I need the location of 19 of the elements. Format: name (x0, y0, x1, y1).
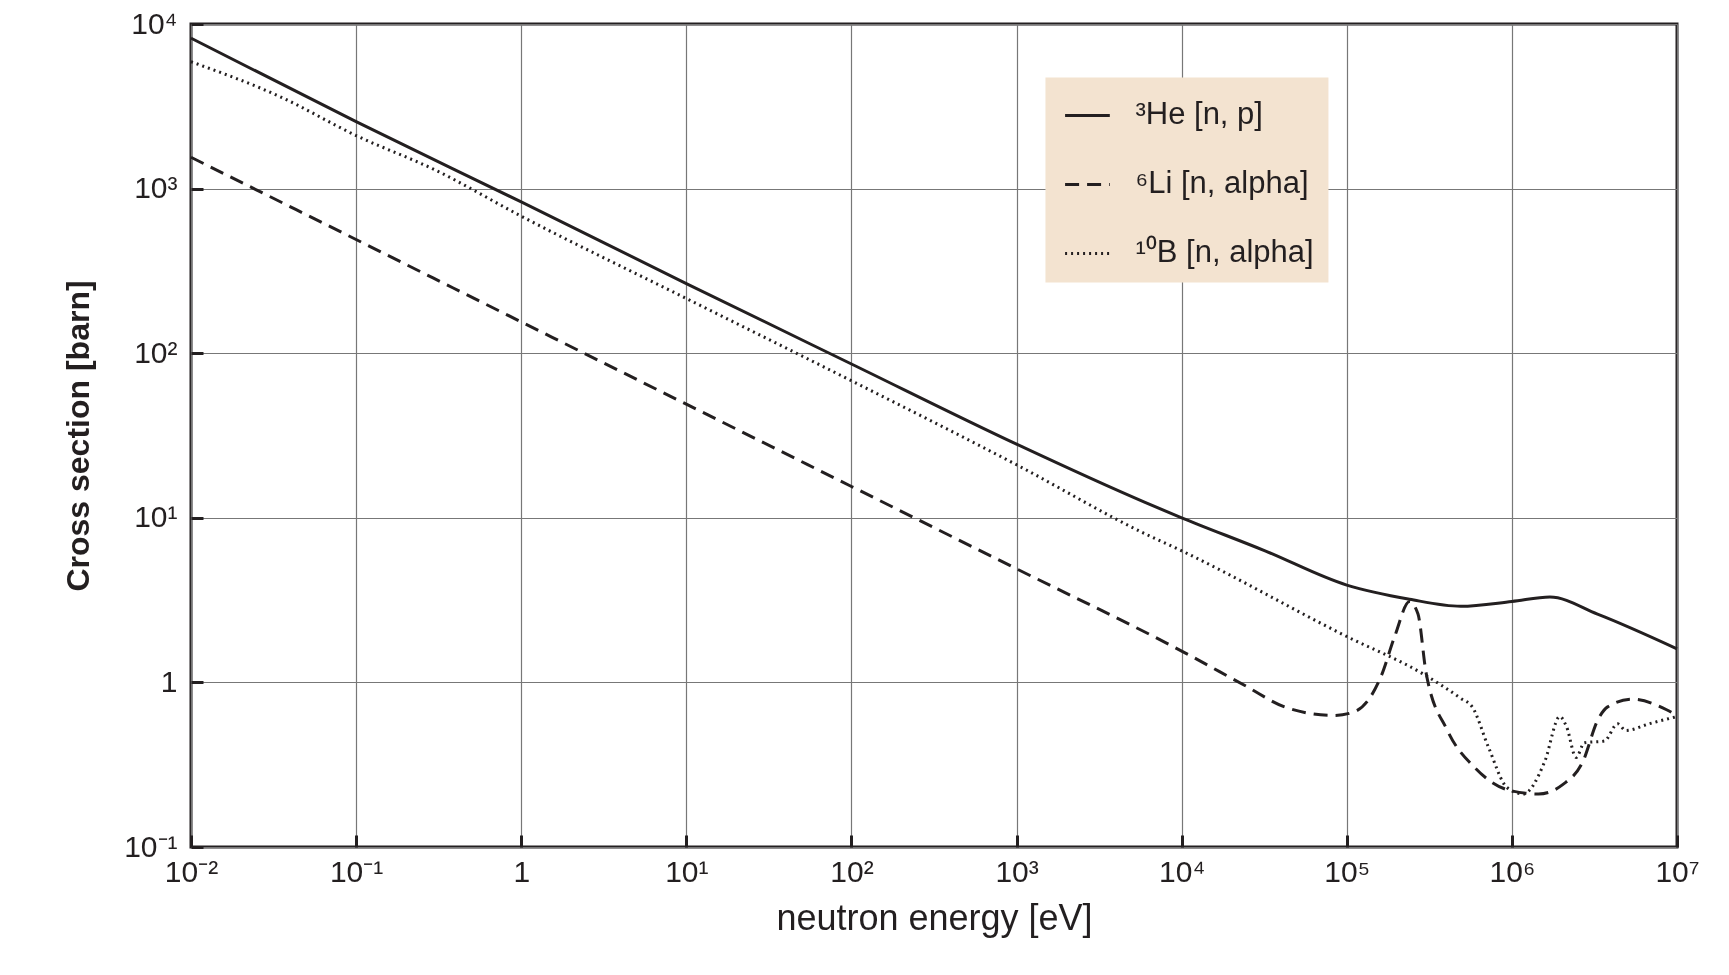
y-tick-label: 10⁴ (131, 6, 178, 40)
x-tick-label: 10² (830, 854, 874, 888)
y-tick-label: 10³ (134, 171, 178, 205)
x-tick-label: 10⁴ (1159, 854, 1206, 888)
x-tick-label: 10⁻¹ (329, 854, 384, 888)
legend-label: ¹⁰B [n, alpha] (1135, 234, 1314, 270)
legend-label: ⁶Li [n, alpha] (1135, 165, 1309, 201)
legend-label: ³He [n, p] (1135, 96, 1263, 132)
y-tick-label: 1 (160, 664, 178, 698)
x-axis-title: neutron energy [eV] (776, 896, 1093, 938)
x-tick-label: 10⁶ (1489, 854, 1536, 888)
y-axis-title: Cross section [barn] (60, 280, 97, 592)
y-tick-label: 10¹ (134, 500, 178, 534)
y-tick-label: 10² (134, 335, 178, 369)
x-tick-label: 10¹ (665, 854, 709, 888)
x-tick-label: 10³ (995, 854, 1039, 888)
x-tick-label: 10⁵ (1324, 854, 1371, 888)
x-tick-label: 10⁷ (1655, 854, 1700, 888)
x-tick-label: 1 (513, 854, 531, 888)
